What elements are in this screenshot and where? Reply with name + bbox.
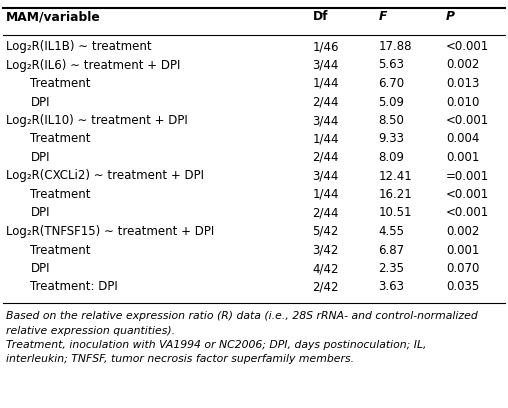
Text: 2/44: 2/44 bbox=[312, 206, 339, 220]
Text: 2/44: 2/44 bbox=[312, 151, 339, 164]
Text: 9.33: 9.33 bbox=[378, 133, 404, 146]
Text: P: P bbox=[446, 10, 455, 23]
Text: 0.002: 0.002 bbox=[446, 58, 480, 71]
Text: 5.63: 5.63 bbox=[378, 58, 404, 71]
Text: 0.035: 0.035 bbox=[446, 281, 479, 293]
Text: 8.09: 8.09 bbox=[378, 151, 404, 164]
Text: Treatment: Treatment bbox=[30, 244, 91, 257]
Text: 2.35: 2.35 bbox=[378, 262, 404, 275]
Text: Log₂R(TNFSF15) ∼ treatment + DPI: Log₂R(TNFSF15) ∼ treatment + DPI bbox=[6, 225, 214, 238]
Text: DPI: DPI bbox=[30, 262, 50, 275]
Text: Treatment: Treatment bbox=[30, 77, 91, 90]
Text: 0.002: 0.002 bbox=[446, 225, 480, 238]
Text: MAM/variable: MAM/variable bbox=[6, 10, 101, 23]
Text: 4/42: 4/42 bbox=[312, 262, 339, 275]
Text: 3/44: 3/44 bbox=[312, 114, 339, 127]
Text: 6.87: 6.87 bbox=[378, 244, 404, 257]
Text: Log₂R(CXCLi2) ∼ treatment + DPI: Log₂R(CXCLi2) ∼ treatment + DPI bbox=[6, 169, 204, 182]
Text: 3/44: 3/44 bbox=[312, 169, 339, 182]
Text: 17.88: 17.88 bbox=[378, 40, 412, 53]
Text: Df: Df bbox=[312, 10, 328, 23]
Text: DPI: DPI bbox=[30, 95, 50, 109]
Text: 3/44: 3/44 bbox=[312, 58, 339, 71]
Text: 8.50: 8.50 bbox=[378, 114, 404, 127]
Text: 1/44: 1/44 bbox=[312, 188, 339, 201]
Text: 3.63: 3.63 bbox=[378, 281, 404, 293]
Text: Treatment: Treatment bbox=[30, 133, 91, 146]
Text: interleukin; TNFSF, tumor necrosis factor superfamily members.: interleukin; TNFSF, tumor necrosis facto… bbox=[6, 355, 354, 364]
Text: Treatment: DPI: Treatment: DPI bbox=[30, 281, 118, 293]
Text: 0.070: 0.070 bbox=[446, 262, 480, 275]
Text: 6.70: 6.70 bbox=[378, 77, 404, 90]
Text: 0.004: 0.004 bbox=[446, 133, 480, 146]
Text: Treatment: Treatment bbox=[30, 188, 91, 201]
Text: Log₂R(IL6) ∼ treatment + DPI: Log₂R(IL6) ∼ treatment + DPI bbox=[6, 58, 180, 71]
Text: 12.41: 12.41 bbox=[378, 169, 412, 182]
Text: 2/42: 2/42 bbox=[312, 281, 339, 293]
Text: =0.001: =0.001 bbox=[446, 169, 489, 182]
Text: 10.51: 10.51 bbox=[378, 206, 412, 220]
Text: 1/44: 1/44 bbox=[312, 133, 339, 146]
Text: 0.001: 0.001 bbox=[446, 244, 480, 257]
Text: 0.010: 0.010 bbox=[446, 95, 480, 109]
Text: 0.001: 0.001 bbox=[446, 151, 480, 164]
Text: 2/44: 2/44 bbox=[312, 95, 339, 109]
Text: DPI: DPI bbox=[30, 206, 50, 220]
Text: Based on the relative expression ratio (R) data (i.e., 28S rRNA- and control-nor: Based on the relative expression ratio (… bbox=[6, 311, 478, 321]
Text: Log₂R(IL1B) ∼ treatment: Log₂R(IL1B) ∼ treatment bbox=[6, 40, 152, 53]
Text: <0.001: <0.001 bbox=[446, 114, 489, 127]
Text: F: F bbox=[378, 10, 387, 23]
Text: 0.013: 0.013 bbox=[446, 77, 480, 90]
Text: <0.001: <0.001 bbox=[446, 206, 489, 220]
Text: Log₂R(IL10) ∼ treatment + DPI: Log₂R(IL10) ∼ treatment + DPI bbox=[6, 114, 188, 127]
Text: 4.55: 4.55 bbox=[378, 225, 404, 238]
Text: relative expression quantities).: relative expression quantities). bbox=[6, 326, 175, 335]
Text: 5.09: 5.09 bbox=[378, 95, 404, 109]
Text: 3/42: 3/42 bbox=[312, 244, 339, 257]
Text: 1/44: 1/44 bbox=[312, 77, 339, 90]
Text: Treatment, inoculation with VA1994 or NC2006; DPI, days postinoculation; IL,: Treatment, inoculation with VA1994 or NC… bbox=[6, 340, 427, 350]
Text: <0.001: <0.001 bbox=[446, 40, 489, 53]
Text: DPI: DPI bbox=[30, 151, 50, 164]
Text: 16.21: 16.21 bbox=[378, 188, 412, 201]
Text: 5/42: 5/42 bbox=[312, 225, 339, 238]
Text: <0.001: <0.001 bbox=[446, 188, 489, 201]
Text: 1/46: 1/46 bbox=[312, 40, 339, 53]
